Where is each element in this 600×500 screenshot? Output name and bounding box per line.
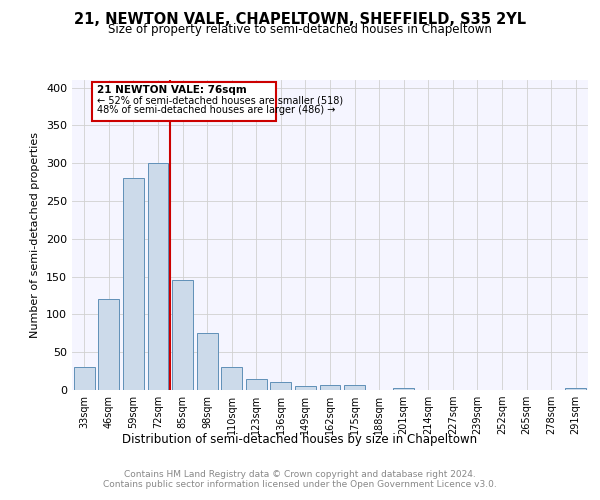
Bar: [344, 386, 365, 390]
Bar: [320, 384, 340, 390]
Bar: [98, 300, 119, 390]
Text: 21 NEWTON VALE: 76sqm: 21 NEWTON VALE: 76sqm: [97, 84, 247, 94]
Bar: [123, 178, 144, 390]
Bar: [246, 378, 267, 390]
Text: Distribution of semi-detached houses by size in Chapeltown: Distribution of semi-detached houses by …: [122, 432, 478, 446]
Bar: [172, 280, 193, 390]
Y-axis label: Number of semi-detached properties: Number of semi-detached properties: [31, 132, 40, 338]
Bar: [393, 388, 414, 390]
Text: 48% of semi-detached houses are larger (486) →: 48% of semi-detached houses are larger (…: [97, 105, 335, 115]
Bar: [74, 368, 95, 390]
Text: 21, NEWTON VALE, CHAPELTOWN, SHEFFIELD, S35 2YL: 21, NEWTON VALE, CHAPELTOWN, SHEFFIELD, …: [74, 12, 526, 28]
Bar: [271, 382, 292, 390]
Bar: [295, 386, 316, 390]
FancyBboxPatch shape: [92, 82, 276, 121]
Bar: [565, 388, 586, 390]
Bar: [197, 334, 218, 390]
Text: ← 52% of semi-detached houses are smaller (518): ← 52% of semi-detached houses are smalle…: [97, 95, 343, 105]
Bar: [221, 368, 242, 390]
Text: Size of property relative to semi-detached houses in Chapeltown: Size of property relative to semi-detach…: [108, 22, 492, 36]
Bar: [148, 163, 169, 390]
Text: Contains HM Land Registry data © Crown copyright and database right 2024.: Contains HM Land Registry data © Crown c…: [124, 470, 476, 479]
Text: Contains public sector information licensed under the Open Government Licence v3: Contains public sector information licen…: [103, 480, 497, 489]
